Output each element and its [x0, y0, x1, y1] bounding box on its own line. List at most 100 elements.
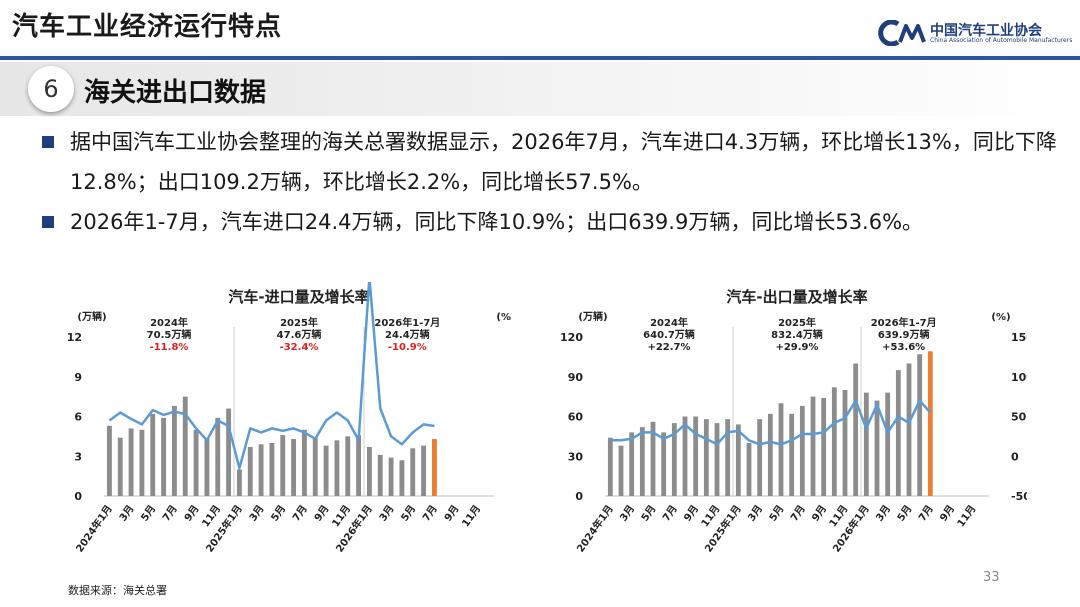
- bar: [885, 392, 891, 496]
- y-tick-label: 12: [67, 331, 82, 344]
- bar: [714, 423, 720, 496]
- annotation-growth: -10.9%: [388, 342, 427, 353]
- bar: [345, 436, 351, 496]
- growth-rate-line: [610, 399, 932, 446]
- bar: [821, 397, 827, 496]
- bar: [767, 413, 773, 496]
- bar: [226, 408, 232, 496]
- section-title: 海关进出口数据: [84, 78, 267, 108]
- section-band: [0, 62, 1080, 116]
- y-tick-label: 120: [560, 331, 583, 344]
- y-tick-label: 6: [74, 411, 82, 424]
- annotation-year: 2024年: [150, 316, 188, 329]
- bar: [639, 427, 645, 496]
- bar: [312, 437, 318, 496]
- growth-rate-line: [108, 282, 435, 470]
- bar: [607, 437, 613, 496]
- bar: [906, 363, 912, 496]
- y2-axis-unit-label: (%): [991, 312, 1010, 323]
- y-axis-unit-label: (万辆): [578, 310, 607, 323]
- bar: [291, 439, 297, 496]
- x-tick-label: 2024年1月: [574, 502, 616, 554]
- y2-tick-label: 150: [1011, 331, 1027, 344]
- x-tick-label: 9月: [182, 503, 202, 524]
- x-tick-label: 3月: [746, 503, 766, 524]
- bar: [927, 351, 933, 496]
- y-axis-unit-label: (万辆): [77, 310, 106, 323]
- bar: [757, 419, 763, 496]
- y-tick-label: 9: [74, 371, 82, 384]
- bar: [215, 417, 221, 496]
- x-tick-label: 7月: [290, 503, 310, 524]
- bar: [703, 419, 709, 496]
- bar: [789, 413, 795, 496]
- bar: [917, 354, 923, 496]
- header-rule: [0, 56, 1080, 60]
- annotation-total: 832.4万辆: [771, 328, 823, 341]
- bar: [117, 437, 123, 496]
- bar: [799, 405, 805, 496]
- data-source-note: 数据来源：海关总署: [68, 584, 167, 597]
- x-tick-label: 5月: [269, 503, 289, 524]
- logo-text-en: China Association of Automobile Manufact…: [930, 37, 1073, 44]
- x-tick-label: 7月: [916, 503, 936, 524]
- annotation-growth: -32.4%: [280, 342, 319, 353]
- export-chart-svg: 汽车-出口量及增长率 (万辆) (%) 0 30 60 90 120 -50 0 50 100 150 2…: [560, 288, 1027, 555]
- bullet-item: 据中国汽车工业协会整理的海关总署数据显示，2026年7月，汽车进口4.3万辆，环…: [40, 122, 1070, 202]
- bullet-list: 据中国汽车工业协会整理的海关总署数据显示，2026年7月，汽车进口4.3万辆，环…: [40, 122, 1070, 242]
- y2-tick-label: 50: [1011, 411, 1027, 424]
- x-tick-label: 5月: [767, 503, 787, 524]
- annotation-total: 639.9万辆: [878, 328, 930, 341]
- annotation-growth: +22.7%: [647, 342, 690, 353]
- x-tick-label: 7月: [788, 503, 808, 524]
- x-tick-label: 7月: [160, 503, 180, 524]
- page-title: 汽车工业经济运行特点: [12, 12, 283, 42]
- import-chart-svg: 汽车-进口量及增长率(万辆)(%)036912-100-500501002024…: [67, 282, 512, 555]
- y2-tick-label: 100: [1011, 371, 1027, 384]
- bar: [269, 443, 275, 496]
- bar: [182, 396, 188, 496]
- y2-axis-unit-label: (%): [496, 312, 512, 323]
- x-tick-label: 3月: [618, 503, 638, 524]
- x-tick-label: 11月: [955, 503, 979, 529]
- x-tick-label: 5月: [639, 503, 659, 524]
- y-tick-label: 30: [568, 450, 584, 463]
- annotation-total: 47.6万辆: [277, 328, 322, 341]
- x-tick-label: 7月: [420, 503, 440, 524]
- annotation-total: 24.4万辆: [385, 328, 430, 341]
- x-tick-label: 3月: [377, 503, 397, 524]
- bar: [618, 445, 624, 496]
- bar: [810, 396, 816, 496]
- bar: [895, 370, 901, 496]
- annotation-total: 70.5万辆: [147, 328, 192, 341]
- bar: [366, 446, 372, 496]
- bar: [356, 435, 362, 496]
- bar: [853, 363, 859, 496]
- y-tick-label: 3: [74, 450, 82, 463]
- bar: [161, 417, 167, 496]
- bar: [842, 390, 848, 496]
- bar: [258, 444, 264, 496]
- x-tick-label: 5月: [895, 503, 915, 524]
- bar: [150, 413, 156, 496]
- bar: [128, 428, 134, 496]
- bar: [204, 439, 210, 496]
- bar: [323, 445, 329, 496]
- bar: [693, 416, 699, 496]
- bullet-item: 2026年1-7月，汽车进口24.4万辆，同比下降10.9%；出口639.9万辆…: [40, 202, 1070, 242]
- annotation-growth: -11.8%: [150, 342, 189, 353]
- bar: [334, 440, 340, 496]
- bullet-text: 据中国汽车工业协会整理的海关总署数据显示，2026年7月，汽车进口4.3万辆，环…: [70, 130, 1057, 194]
- bar: [106, 425, 112, 496]
- bar: [863, 392, 869, 496]
- x-tick-label: 3月: [117, 503, 137, 524]
- y2-tick-label: -50: [1011, 490, 1027, 503]
- x-tick-label: 5月: [399, 503, 419, 524]
- bullet-text: 2026年1-7月，汽车进口24.4万辆，同比下降10.9%；出口639.9万辆…: [70, 210, 924, 234]
- bar: [725, 419, 731, 496]
- bar: [661, 432, 667, 496]
- x-tick-label: 7月: [660, 503, 680, 524]
- bar: [874, 400, 880, 496]
- annotation-year: 2024年: [650, 316, 688, 329]
- annotation-year: 2026年1-7月: [374, 316, 440, 329]
